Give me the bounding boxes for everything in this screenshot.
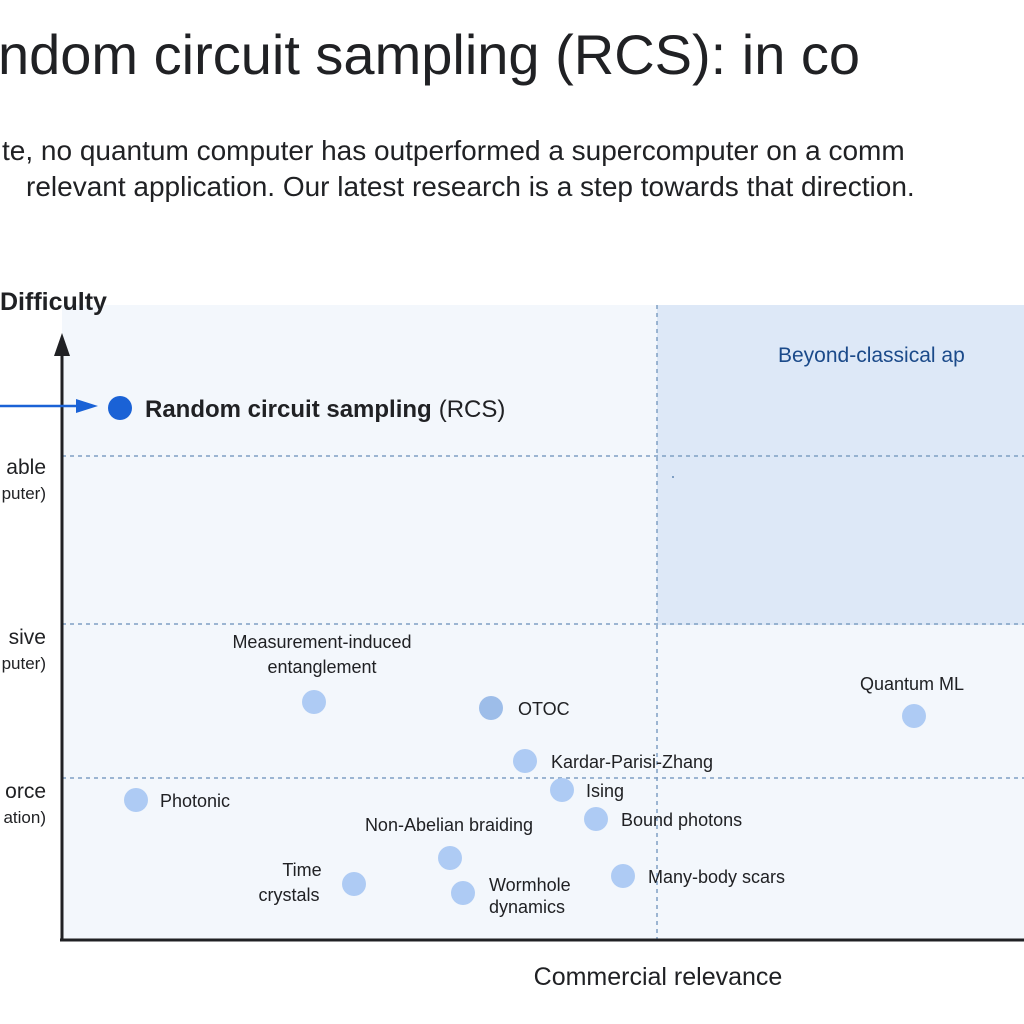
point-bound-photons	[584, 807, 608, 831]
point-otoc	[479, 696, 503, 720]
label-wormhole-2: dynamics	[489, 897, 565, 917]
point-photonic	[124, 788, 148, 812]
slide-title: ndom circuit sampling (RCS): in co	[0, 23, 860, 86]
point-ising	[550, 778, 574, 802]
label-ising: Ising	[586, 781, 624, 801]
label-measurement-induced-1: Measurement-induced	[232, 632, 411, 652]
level-label-3: orce	[5, 780, 46, 803]
rcs-label: Random circuit sampling (RCS)	[145, 396, 505, 423]
level-label-1: able	[6, 456, 46, 479]
label-otoc: OTOC	[518, 699, 570, 719]
region-label: Beyond-classical ap	[778, 344, 965, 367]
point-kpz	[513, 749, 537, 773]
level-sublabel-1: puter)	[2, 484, 46, 503]
point-non-abelian	[438, 846, 462, 870]
beyond-classical-region	[657, 305, 1024, 625]
slide-subtitle-line-2: relevant application. Our latest researc…	[26, 171, 915, 202]
rcs-arrow-head-icon	[76, 399, 98, 413]
label-quantum-ml: Quantum ML	[860, 674, 964, 694]
label-time-crystals-2: crystals	[258, 885, 319, 905]
label-bound-photons: Bound photons	[621, 810, 742, 830]
label-measurement-induced-2: entanglement	[267, 657, 376, 677]
slide-subtitle-line-1: te, no quantum computer has outperformed…	[2, 135, 905, 166]
level-sublabel-2: puter)	[2, 654, 46, 673]
rcs-label-main: Random circuit sampling	[145, 396, 432, 423]
label-many-body-scars: Many-body scars	[648, 867, 785, 887]
rcs-label-suffix: (RCS)	[439, 396, 506, 423]
point-measurement-induced	[302, 690, 326, 714]
grid-lines	[62, 305, 1024, 940]
label-kpz: Kardar-Parisi-Zhang	[551, 752, 713, 772]
y-axis-arrow-icon	[54, 333, 70, 356]
point-many-body-scars	[611, 864, 635, 888]
label-wormhole-1: Wormhole	[489, 875, 571, 895]
rcs-point	[108, 396, 132, 420]
point-wormhole	[451, 881, 475, 905]
x-axis-title: Commercial relevance	[534, 963, 783, 991]
point-quantum-ml	[902, 704, 926, 728]
label-photonic: Photonic	[160, 791, 230, 811]
points	[124, 690, 926, 905]
region-dot	[672, 476, 674, 478]
y-axis-title: Difficulty	[0, 288, 107, 316]
label-time-crystals-1: Time	[282, 860, 321, 880]
label-non-abelian: Non-Abelian braiding	[365, 815, 533, 835]
level-label-2: sive	[9, 626, 46, 649]
point-time-crystals	[342, 872, 366, 896]
level-sublabel-3: ation)	[3, 808, 46, 827]
